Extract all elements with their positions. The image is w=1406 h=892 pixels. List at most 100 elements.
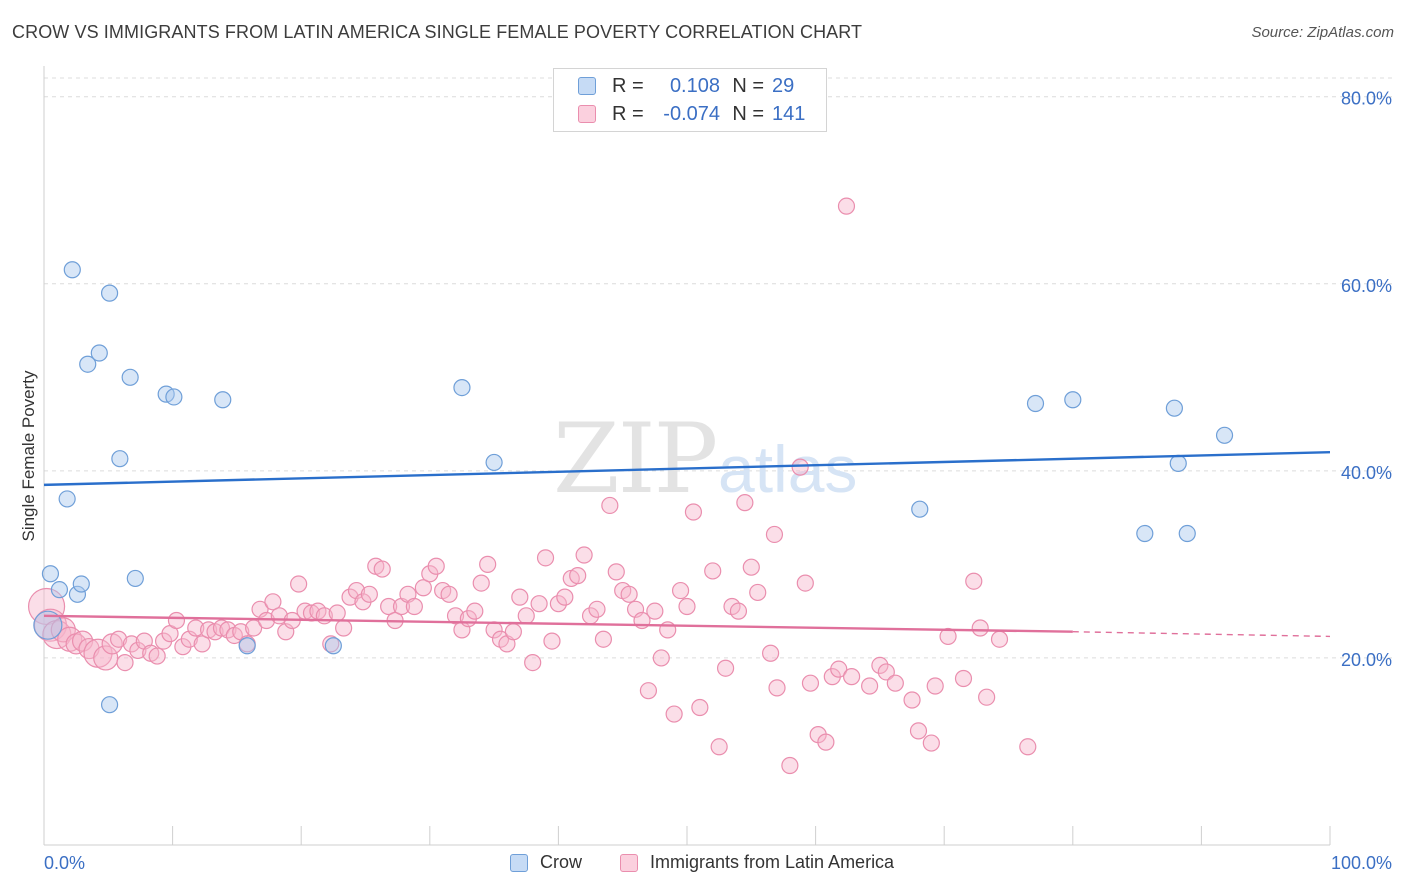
immigrants-point	[594, 630, 613, 648]
immigrants-point	[148, 647, 166, 665]
immigrants-point	[678, 597, 696, 616]
immigrants-point	[212, 619, 231, 637]
immigrants-swatch	[620, 853, 638, 872]
trend-lines	[43, 450, 1331, 638]
legend-n-label: N =	[732, 102, 764, 125]
immigrants-point	[871, 656, 889, 675]
y-axis-label: Single Female Poverty	[19, 370, 38, 542]
immigrants-point	[575, 546, 593, 564]
crow-point	[324, 637, 342, 655]
immigrants-point	[530, 595, 548, 613]
crow-point	[214, 391, 232, 409]
immigrants-swatch	[578, 105, 596, 123]
crow-point	[33, 610, 63, 640]
watermark: ZIP atlas	[553, 403, 857, 515]
y-tick-label: 60.0%	[1341, 276, 1392, 296]
x-tick-label: 0.0%	[44, 853, 85, 873]
bottom-legend-immigrants-label: Immigrants from Latin America	[650, 852, 895, 872]
immigrants-point	[791, 458, 809, 476]
bottom-legend-crow: Crow	[510, 852, 582, 873]
immigrants-point	[671, 581, 690, 600]
immigrants-point	[569, 567, 587, 585]
immigrants-point	[193, 635, 211, 653]
immigrants-point	[479, 555, 497, 573]
immigrants-point	[504, 623, 522, 641]
crow-point	[165, 388, 183, 406]
legend-row-immigrants: R = -0.074 N = 141	[578, 101, 805, 127]
immigrants-point	[264, 593, 282, 611]
watermark-zip: ZIP	[553, 403, 716, 515]
immigrants-point	[990, 630, 1009, 648]
immigrants-point	[116, 654, 134, 672]
legend-r-label: R =	[612, 74, 644, 97]
crow-point	[50, 581, 69, 599]
crow-point	[121, 368, 139, 386]
crow-point	[63, 261, 81, 279]
immigrants-point	[768, 679, 786, 697]
immigrants-point	[588, 600, 606, 618]
crow-point	[238, 637, 256, 655]
immigrants-point	[517, 607, 535, 625]
correlation-legend: R = 0.108 N = 29 R = -0.074 N = 141	[553, 68, 827, 132]
immigrants-point	[837, 197, 856, 215]
immigrants-point	[1019, 738, 1037, 756]
immigrants-point	[971, 619, 989, 637]
immigrants-point	[716, 659, 735, 677]
crow-point	[1169, 454, 1187, 472]
immigrants-trend-line	[43, 614, 1073, 633]
crow-swatch	[578, 77, 596, 95]
crow-point	[911, 500, 929, 518]
immigrants-point	[511, 588, 529, 606]
immigrants-point	[129, 641, 147, 660]
bottom-legend-immigrants: Immigrants from Latin America	[620, 852, 894, 873]
immigrants-point	[877, 663, 895, 681]
legend-n-value: 29	[772, 74, 795, 97]
immigrants-point	[328, 604, 346, 622]
immigrants-point	[380, 597, 398, 616]
immigrants-point	[93, 645, 119, 671]
immigrants-point	[200, 621, 218, 639]
immigrants-point	[830, 660, 848, 678]
crow-point	[485, 453, 503, 472]
immigrants-points	[27, 197, 1037, 775]
immigrants-point	[341, 588, 359, 606]
immigrants-point	[939, 627, 957, 646]
immigrants-point	[765, 525, 784, 544]
crow-point	[100, 696, 119, 714]
immigrants-point	[167, 611, 186, 630]
crow-point	[1178, 524, 1196, 543]
immigrants-point	[549, 595, 568, 613]
immigrants-point	[861, 677, 879, 695]
immigrants-point	[909, 722, 928, 740]
immigrants-point	[405, 597, 423, 616]
crow-point	[72, 575, 90, 593]
immigrants-point	[187, 619, 205, 637]
crow-trend-line	[43, 450, 1331, 487]
immigrants-trend-extension	[1072, 631, 1331, 638]
immigrants-point	[903, 691, 921, 709]
immigrants-point	[607, 563, 625, 581]
immigrants-point	[886, 674, 904, 692]
immigrants-point	[427, 557, 445, 575]
immigrants-point	[796, 574, 814, 592]
immigrants-point	[639, 682, 658, 700]
crow-points	[33, 261, 1234, 714]
legend-r-label: R =	[612, 102, 644, 125]
immigrants-point	[801, 674, 820, 692]
crow-point	[100, 284, 119, 302]
immigrants-point	[543, 632, 561, 650]
watermark-atlas: atlas	[718, 432, 857, 506]
immigrants-point	[749, 583, 767, 602]
y-tick-label: 80.0%	[1341, 89, 1392, 109]
immigrants-point	[781, 756, 799, 775]
immigrants-point	[691, 698, 709, 717]
immigrants-point	[322, 635, 340, 653]
axis-layer: 20.0% 40.0% 60.0% 80.0% 0.0% 100.0%	[43, 66, 1392, 873]
immigrants-point	[440, 585, 458, 603]
crow-point	[1026, 394, 1045, 413]
immigrants-point	[965, 572, 983, 590]
immigrants-point	[817, 733, 835, 751]
immigrants-point	[742, 558, 760, 576]
y-tick-label: 40.0%	[1341, 463, 1392, 483]
